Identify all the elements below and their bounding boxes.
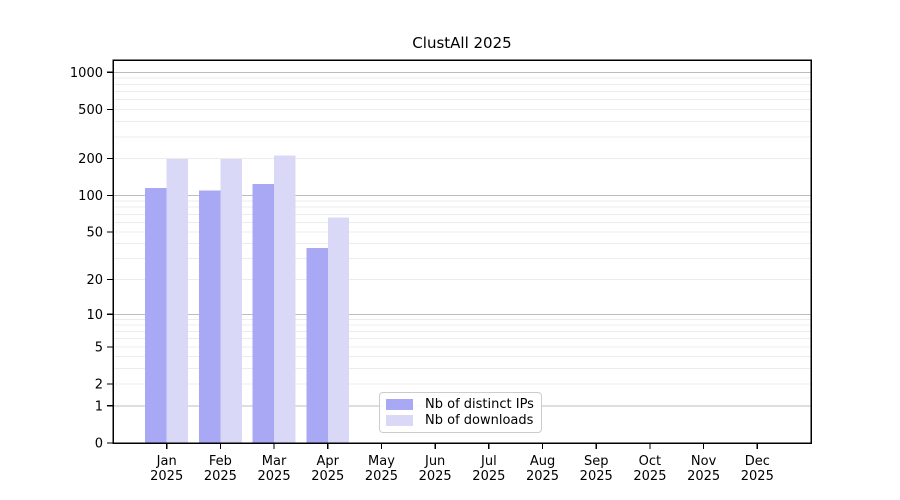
y-tick-label-1: 1 xyxy=(95,399,103,414)
bar-nb-of-downloads-mar xyxy=(274,155,296,443)
x-tick-label-month-aug: Aug xyxy=(530,454,555,469)
x-tick-label-year-aug: 2025 xyxy=(526,469,559,484)
x-tick-label-month-sep: Sep xyxy=(584,454,609,469)
x-tick-label-year-mar: 2025 xyxy=(258,469,291,484)
x-tick-label-month-dec: Dec xyxy=(745,454,770,469)
bar-nb-of-downloads-jan xyxy=(166,158,189,443)
x-tick-label-month-mar: Mar xyxy=(262,454,287,469)
y-tick-label-500: 500 xyxy=(78,103,103,118)
bar-nb-of-distinct-ips-feb xyxy=(198,190,221,443)
bar-nb-of-downloads-feb xyxy=(220,158,242,443)
x-tick-label-year-apr: 2025 xyxy=(311,469,344,484)
x-axis-tick-labels: Jan2025Feb2025Mar2025Apr2025May2025Jun20… xyxy=(150,454,774,484)
bar-nb-of-distinct-ips-apr xyxy=(306,247,328,443)
legend-label-downloads: Nb of downloads xyxy=(425,412,534,428)
legend-item-distinct-ips: Nb of distinct IPs xyxy=(386,398,535,411)
y-axis-tick-labels: 0 1 2 5 10 20 50 100 200 500 1000 xyxy=(70,66,103,452)
y-tick-label-0: 0 xyxy=(95,437,103,452)
y-tick-label-10: 10 xyxy=(86,308,103,323)
y-tick-label-20: 20 xyxy=(86,273,103,288)
x-tick-label-month-oct: Oct xyxy=(639,454,661,469)
y-tick-label-1000: 1000 xyxy=(70,66,103,81)
legend-item-downloads: Nb of downloads xyxy=(386,414,535,427)
x-axis-ticks xyxy=(166,443,758,449)
x-tick-label-month-feb: Feb xyxy=(209,454,232,469)
legend-swatch-distinct-ips xyxy=(386,399,413,411)
y-axis-ticks xyxy=(107,71,113,444)
x-tick-label-year-sep: 2025 xyxy=(580,469,613,484)
plot-border xyxy=(112,59,812,444)
bars-nb-of-distinct-ips xyxy=(145,183,328,443)
bars-nb-of-downloads xyxy=(166,155,350,443)
chart-title: ClustAll 2025 xyxy=(412,34,512,52)
x-tick-label-month-jun: Jun xyxy=(424,454,445,469)
legend-label-distinct-ips: Nb of distinct IPs xyxy=(425,397,534,413)
legend: Nb of distinct IPs Nb of downloads xyxy=(379,392,542,433)
x-tick-label-year-nov: 2025 xyxy=(687,469,720,484)
y-tick-label-200: 200 xyxy=(78,152,103,167)
axes-spines xyxy=(112,59,812,444)
x-tick-label-month-may: May xyxy=(368,454,395,469)
x-tick-label-year-dec: 2025 xyxy=(741,469,774,484)
y-tick-label-50: 50 xyxy=(86,226,103,241)
x-tick-label-month-apr: Apr xyxy=(317,454,340,469)
x-tick-label-month-jan: Jan xyxy=(156,454,177,469)
bar-nb-of-distinct-ips-mar xyxy=(252,183,275,443)
bar-nb-of-downloads-apr xyxy=(327,217,350,443)
legend-swatch-downloads xyxy=(386,414,413,426)
x-tick-label-year-oct: 2025 xyxy=(633,469,666,484)
x-tick-label-year-jan: 2025 xyxy=(150,469,183,484)
x-tick-label-month-jul: Jul xyxy=(480,454,497,469)
y-tick-label-2: 2 xyxy=(95,378,103,393)
bar-nb-of-distinct-ips-jan xyxy=(145,187,167,443)
x-tick-label-month-nov: Nov xyxy=(691,454,717,469)
x-tick-label-year-feb: 2025 xyxy=(204,469,237,484)
y-tick-label-100: 100 xyxy=(78,189,103,204)
x-tick-label-year-may: 2025 xyxy=(365,469,398,484)
x-tick-label-year-jun: 2025 xyxy=(419,469,452,484)
y-tick-label-5: 5 xyxy=(95,340,103,355)
x-tick-label-year-jul: 2025 xyxy=(472,469,505,484)
